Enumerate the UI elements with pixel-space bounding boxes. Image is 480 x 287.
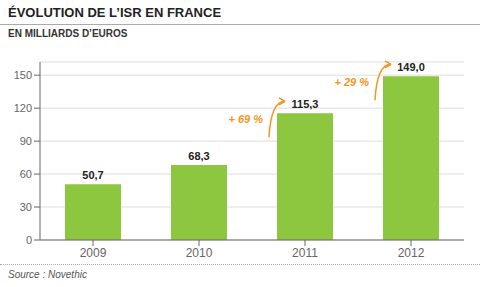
svg-text:150: 150 — [14, 69, 32, 81]
svg-text:60: 60 — [20, 168, 32, 180]
svg-text:120: 120 — [14, 102, 32, 114]
svg-text:+ 69 %: + 69 % — [228, 113, 263, 125]
html-text:ÉVOLUTION DE L’ISR EN FRANCE: ÉVOLUTION DE L’ISR EN FRANCE — [8, 5, 222, 20]
svg-text:2009: 2009 — [80, 246, 107, 260]
svg-text:68,3: 68,3 — [188, 150, 209, 162]
svg-text:30: 30 — [20, 201, 32, 213]
svg-text:115,3: 115,3 — [292, 98, 319, 110]
svg-text:+ 29 %: + 29 % — [334, 76, 369, 88]
svg-text:2012: 2012 — [398, 246, 425, 260]
html-text:EN MILLIARDS D’EUROS: EN MILLIARDS D’EUROS — [8, 28, 128, 39]
html-text:Source : Novethic: Source : Novethic — [8, 269, 87, 280]
svg-text:2010: 2010 — [186, 246, 213, 260]
svg-text:2011: 2011 — [292, 246, 318, 260]
svg-text:50,7: 50,7 — [82, 169, 103, 181]
svg-text:90: 90 — [20, 135, 32, 147]
svg-text:149,0: 149,0 — [397, 61, 425, 73]
svg-text:0: 0 — [26, 234, 32, 246]
